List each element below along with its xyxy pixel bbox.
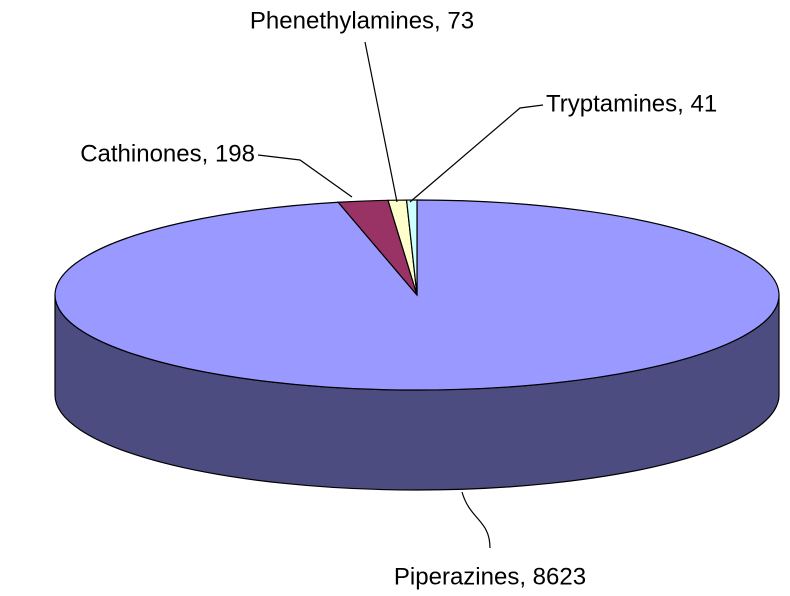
data-label: Phenethylamines, 73 [250, 7, 474, 34]
leader-line [257, 154, 353, 198]
data-label: Cathinones, 198 [80, 140, 255, 167]
leader-line [409, 104, 544, 203]
data-label: Piperazines, 8623 [394, 563, 586, 590]
data-label: Tryptamines, 41 [546, 90, 717, 117]
leader-line [461, 491, 491, 549]
leader-line [364, 41, 398, 203]
